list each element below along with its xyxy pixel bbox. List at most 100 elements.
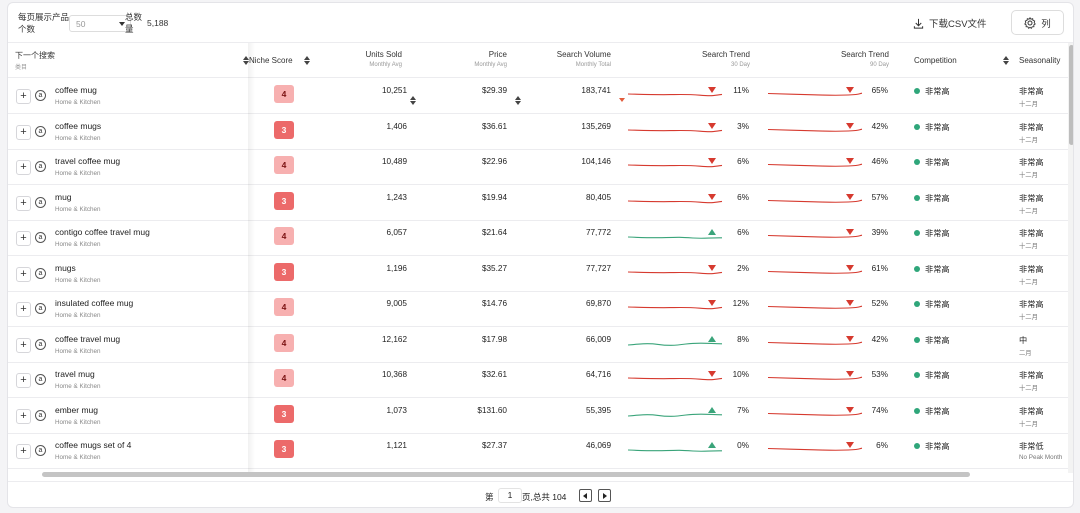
- header-units-title: Units Sold: [365, 50, 402, 59]
- keyword[interactable]: mugs: [55, 262, 76, 273]
- add-keyword-button[interactable]: +: [16, 124, 31, 140]
- competition-dot: [914, 265, 920, 272]
- amazon-icon[interactable]: a: [35, 125, 46, 137]
- seasonality-peak-month: 十二月: [1019, 243, 1038, 250]
- keyword[interactable]: coffee mugs: [55, 120, 102, 131]
- amazon-icon[interactable]: a: [35, 445, 46, 456]
- keyword[interactable]: travel coffee mug: [55, 156, 121, 166]
- table-row[interactable]: + a travel mug Home & Kitchen 4 10,368 $32.61 6…: [8, 362, 1068, 398]
- header-price[interactable]: Price Monthly Avg: [438, 43, 507, 78]
- keyword[interactable]: travel mug: [55, 369, 95, 379]
- header-units-sold[interactable]: Units Sold Monthly Avg: [328, 43, 402, 78]
- keyword[interactable]: mug: [55, 191, 72, 202]
- add-keyword-button[interactable]: +: [16, 231, 31, 246]
- amazon-icon[interactable]: a: [35, 374, 46, 385]
- vertical-scrollbar[interactable]: [1069, 45, 1073, 145]
- page-number-input[interactable]: 1: [498, 488, 522, 503]
- header-competition[interactable]: Competition: [913, 43, 1013, 78]
- amazon-icon[interactable]: a: [35, 409, 46, 421]
- horizontal-scrollbar[interactable]: [42, 472, 970, 477]
- sort-icon[interactable]: [515, 96, 521, 106]
- table-row[interactable]: + a ember mug Home & Kitchen 3 1,073 $131.60 55…: [8, 398, 1068, 434]
- amazon-icon[interactable]: a: [35, 232, 46, 243]
- seasonality: 非常高: [1019, 87, 1044, 96]
- keyword[interactable]: contigo coffee travel mug: [55, 227, 150, 237]
- add-keyword-button[interactable]: +: [16, 373, 31, 388]
- amazon-icon[interactable]: a: [35, 90, 46, 101]
- trend-90-down-icon: [846, 193, 854, 200]
- add-keyword-button[interactable]: +: [16, 89, 31, 104]
- keyword[interactable]: coffee mug: [55, 85, 97, 95]
- table-row[interactable]: + a coffee mugs Home & Kitchen 3 1,406 $36.61 1…: [8, 114, 1068, 150]
- header-keyword[interactable]: 下一个搜索 类目: [15, 43, 249, 78]
- amazon-icon[interactable]: a: [35, 161, 46, 172]
- trend-90-value: 39%: [871, 228, 888, 237]
- header-search-trend-30[interactable]: Search Trend 30 Day: [658, 43, 750, 78]
- amazon-icon[interactable]: a: [35, 196, 46, 208]
- table-row[interactable]: + a contigo coffee travel mug Home & Kitche…: [8, 220, 1068, 256]
- header-volume-sub: Monthly Total: [575, 62, 611, 68]
- trend-90-sparkline: [768, 128, 863, 132]
- add-keyword-button[interactable]: +: [16, 160, 31, 175]
- search-volume: 104,146: [581, 157, 611, 166]
- seasonality: 非常低: [1019, 442, 1044, 451]
- columns-button[interactable]: 列: [1011, 10, 1064, 35]
- keyword[interactable]: coffee mugs set of 4: [55, 440, 132, 450]
- competition-dot: [914, 336, 920, 343]
- add-keyword-button[interactable]: +: [16, 302, 31, 317]
- trend-30-sparkline: [628, 413, 723, 417]
- add-keyword-button[interactable]: +: [16, 195, 31, 211]
- category: Home & Kitchen: [55, 241, 101, 248]
- trend-90-value: 42%: [871, 334, 888, 344]
- header-search-trend-90[interactable]: Search Trend 90 Day: [798, 43, 889, 78]
- table-row[interactable]: + a insulated coffee mug Home & Kitchen 4 9,0…: [8, 291, 1068, 327]
- price: $17.98: [481, 334, 507, 344]
- trend-30-value: 2%: [737, 263, 749, 273]
- competition-dot: [914, 301, 920, 307]
- trend-90-sparkline: [768, 163, 863, 167]
- amazon-icon[interactable]: a: [35, 303, 46, 314]
- add-keyword-button[interactable]: +: [16, 266, 31, 282]
- keyword[interactable]: insulated coffee mug: [55, 298, 134, 308]
- search-volume: 77,727: [585, 263, 611, 273]
- trend-30-up-icon: [708, 335, 716, 342]
- add-keyword-button[interactable]: +: [16, 337, 31, 353]
- header-search-volume[interactable]: Search Volume Monthly Total: [538, 43, 611, 78]
- per-page-select[interactable]: 50: [69, 15, 131, 32]
- header-trend90-sub: 90 Day: [869, 62, 889, 68]
- seasonality: 非常高: [1019, 229, 1044, 238]
- category: Home & Kitchen: [55, 383, 101, 390]
- keyword[interactable]: coffee travel mug: [55, 333, 121, 344]
- sort-icon[interactable]: [1003, 56, 1009, 66]
- units-sold: 1,196: [386, 263, 408, 273]
- header-seasonality[interactable]: Seasonality: [1019, 43, 1069, 78]
- add-keyword-button[interactable]: +: [16, 408, 31, 424]
- download-csv-button[interactable]: 下载CSV文件: [913, 11, 1005, 35]
- sort-icon[interactable]: [304, 56, 310, 66]
- table-row[interactable]: + a mug Home & Kitchen 3 1,243 $19.94 80,405 6% 5…: [8, 185, 1068, 221]
- table-row[interactable]: + a coffee mugs set of 4 Home & Kitchen 3 1,1…: [8, 433, 1068, 469]
- competition: 非常高: [925, 87, 950, 96]
- header-niche-score[interactable]: Niche Score: [248, 43, 318, 78]
- amazon-icon[interactable]: a: [35, 338, 46, 350]
- units-sold: 10,368: [381, 370, 407, 379]
- prev-page-button[interactable]: [579, 489, 592, 502]
- sort-desc-icon[interactable]: [619, 98, 625, 102]
- keyword[interactable]: ember mug: [55, 404, 98, 415]
- frozen-column-shadow: [248, 43, 255, 473]
- table-row[interactable]: + a coffee mug Home & Kitchen 4 10,251 $29.39 1…: [8, 78, 1068, 114]
- price: $14.76: [481, 299, 507, 308]
- amazon-icon[interactable]: a: [35, 267, 46, 279]
- sort-icon[interactable]: [410, 96, 416, 106]
- add-keyword-button[interactable]: +: [16, 444, 31, 459]
- niche-score-badge: 4: [274, 156, 294, 174]
- table-row[interactable]: + a travel coffee mug Home & Kitchen 4 10,489…: [8, 149, 1068, 185]
- seasonality: 非常高: [1019, 371, 1044, 380]
- competition-dot: [914, 194, 920, 201]
- trend-30-sparkline: [628, 449, 723, 452]
- sort-icon[interactable]: [243, 56, 249, 66]
- table-row[interactable]: + a coffee travel mug Home & Kitchen 4 12,162…: [8, 327, 1068, 363]
- niche-score-badge: 4: [274, 85, 294, 103]
- next-page-button[interactable]: [598, 489, 611, 502]
- table-row[interactable]: + a mugs Home & Kitchen 3 1,196 $35.27 77,727 2%…: [8, 256, 1068, 292]
